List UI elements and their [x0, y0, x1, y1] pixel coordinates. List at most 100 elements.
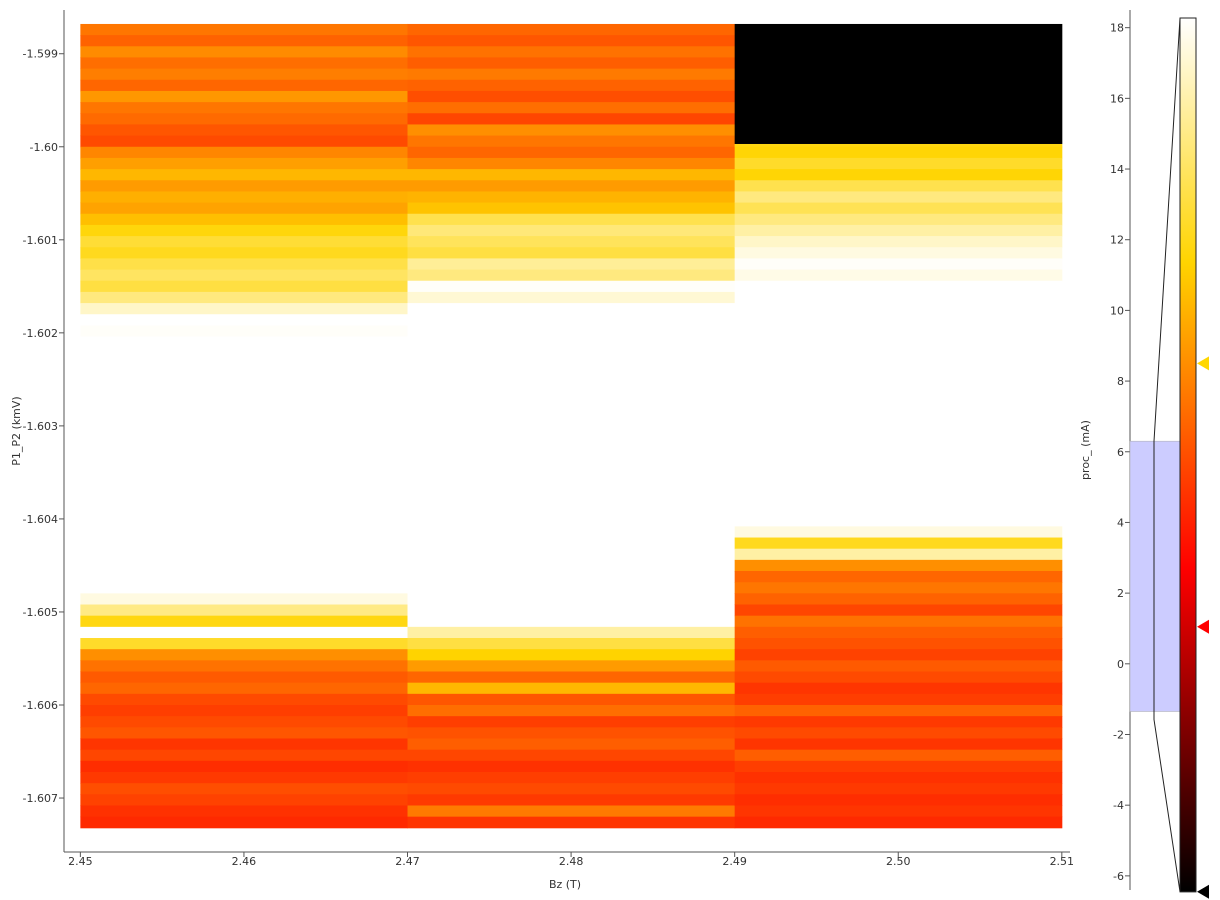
heatmap-cell — [80, 202, 409, 215]
heatmap-cell — [80, 224, 409, 237]
heatmap-cell — [80, 23, 409, 36]
heatmap-cell — [734, 526, 1063, 539]
heatmap-cell — [80, 370, 409, 382]
heatmap-cell — [80, 749, 409, 762]
heatmap-cell — [80, 79, 409, 92]
heatmap-cell — [734, 23, 1063, 144]
heatmap-cell — [407, 236, 736, 248]
heatmap-cell — [80, 90, 409, 103]
heatmap-cell — [80, 481, 409, 494]
colorbar-tick-label: -6 — [1113, 870, 1124, 883]
x-tick-label: 2.46 — [232, 855, 257, 868]
heatmap-cell — [80, 124, 409, 137]
heatmap-cell — [80, 258, 409, 271]
heatmap-cell — [80, 760, 409, 773]
heatmap-cell — [734, 638, 1063, 650]
heatmap-cell — [734, 370, 1063, 382]
heatmap-cell — [407, 68, 736, 81]
heatmap-cell — [80, 325, 409, 338]
heatmap-cell — [734, 146, 1063, 159]
heatmap-cell — [80, 805, 409, 818]
heatmap-cell — [80, 783, 409, 795]
colorbar-title: proc_ (mA) — [1079, 420, 1092, 480]
heatmap-cell — [407, 247, 736, 259]
colorbar-tick-label: 0 — [1117, 658, 1124, 671]
heatmap-cell — [734, 738, 1063, 751]
plot-area[interactable] — [80, 23, 1063, 829]
heatmap-cell — [80, 213, 409, 226]
heatmap-cell — [734, 224, 1063, 237]
heatmap-cell — [734, 615, 1063, 628]
heatmap-cell — [80, 682, 409, 695]
heatmap-cell — [734, 504, 1063, 516]
heatmap-cell — [80, 336, 409, 349]
heatmap-cell — [734, 816, 1063, 829]
heatmap-cell — [407, 649, 736, 661]
heatmap-cell — [734, 314, 1063, 326]
heatmap-cell — [80, 615, 409, 628]
heatmap-cell — [734, 626, 1063, 639]
heatmap-cell — [80, 414, 409, 427]
heatmap-cell — [80, 816, 409, 829]
heatmap-cell — [80, 180, 409, 192]
heatmap-cell — [734, 425, 1063, 438]
heatmap-cell — [80, 526, 409, 539]
heatmap-cell — [80, 638, 409, 650]
heatmap-cell — [80, 548, 409, 561]
heatmap-cell — [407, 693, 736, 706]
heatmap-cell — [734, 671, 1063, 684]
x-tick-label: 2.50 — [886, 855, 911, 868]
heatmap-cell — [80, 437, 409, 449]
colorbar-tick-label: 18 — [1110, 22, 1124, 35]
level-handle[interactable] — [1197, 884, 1209, 899]
heatmap-cell — [407, 269, 736, 282]
heatmap-cell — [80, 571, 409, 583]
heatmap-cell — [407, 548, 736, 561]
heatmap-cell — [80, 470, 409, 483]
x-tick-label: 2.48 — [559, 855, 584, 868]
heatmap-cell — [407, 794, 736, 806]
x-ticks: 2.45 2.46 2.47 2.48 2.49 2.50 2.51 — [68, 852, 1074, 868]
heatmap-cell — [407, 470, 736, 483]
heatmap-cell — [407, 224, 736, 237]
heatmap-cell — [407, 582, 736, 594]
heatmap-cell — [407, 760, 736, 773]
heatmap-cell — [734, 247, 1063, 259]
heatmap-cell — [407, 392, 736, 405]
heatmap-cell — [734, 693, 1063, 706]
heatmap-cell — [80, 425, 409, 438]
heatmap-cell — [407, 805, 736, 818]
heatmap-cell — [80, 738, 409, 751]
heatmap-cell — [80, 626, 409, 639]
heatmap-cell — [734, 157, 1063, 170]
heatmap-cell — [80, 693, 409, 706]
level-handle[interactable] — [1197, 619, 1209, 634]
heatmap-cell — [734, 470, 1063, 483]
colorbar-tick-label: 14 — [1110, 163, 1124, 176]
y-tick-label: -1.602 — [23, 327, 58, 340]
heatmap-cell — [734, 403, 1063, 416]
heatmap-cell — [734, 414, 1063, 427]
heatmap-cell — [734, 291, 1063, 304]
heatmap-cell — [80, 57, 409, 70]
heatmap-cell — [734, 303, 1063, 315]
heatmap-cell — [734, 448, 1063, 460]
colorbar[interactable]: 18 16 14 12 10 8 6 4 2 0 -2 -4 -6 proc_ (mA) — [1079, 10, 1209, 899]
histogram-region[interactable] — [1129, 440, 1181, 712]
heatmap-cell — [80, 46, 409, 58]
heatmap-cell — [734, 682, 1063, 695]
heatmap-cell — [407, 414, 736, 427]
heatmap-cell — [80, 169, 409, 181]
heatmap-cell — [80, 280, 409, 293]
heatmap-cell — [734, 548, 1063, 561]
heatmap-cell — [734, 705, 1063, 717]
y-tick-label: -1.605 — [23, 606, 58, 619]
heatmap-cell — [407, 437, 736, 449]
heatmap-cell — [407, 727, 736, 739]
y-ticks: -1.599 -1.60 -1.601 -1.602 -1.603 -1.604 -1.60… — [23, 48, 64, 805]
level-handle[interactable] — [1197, 356, 1209, 371]
colorbar-level-handles[interactable] — [1197, 356, 1209, 899]
heatmap-cell — [80, 392, 409, 405]
heatmap-cell — [80, 794, 409, 806]
